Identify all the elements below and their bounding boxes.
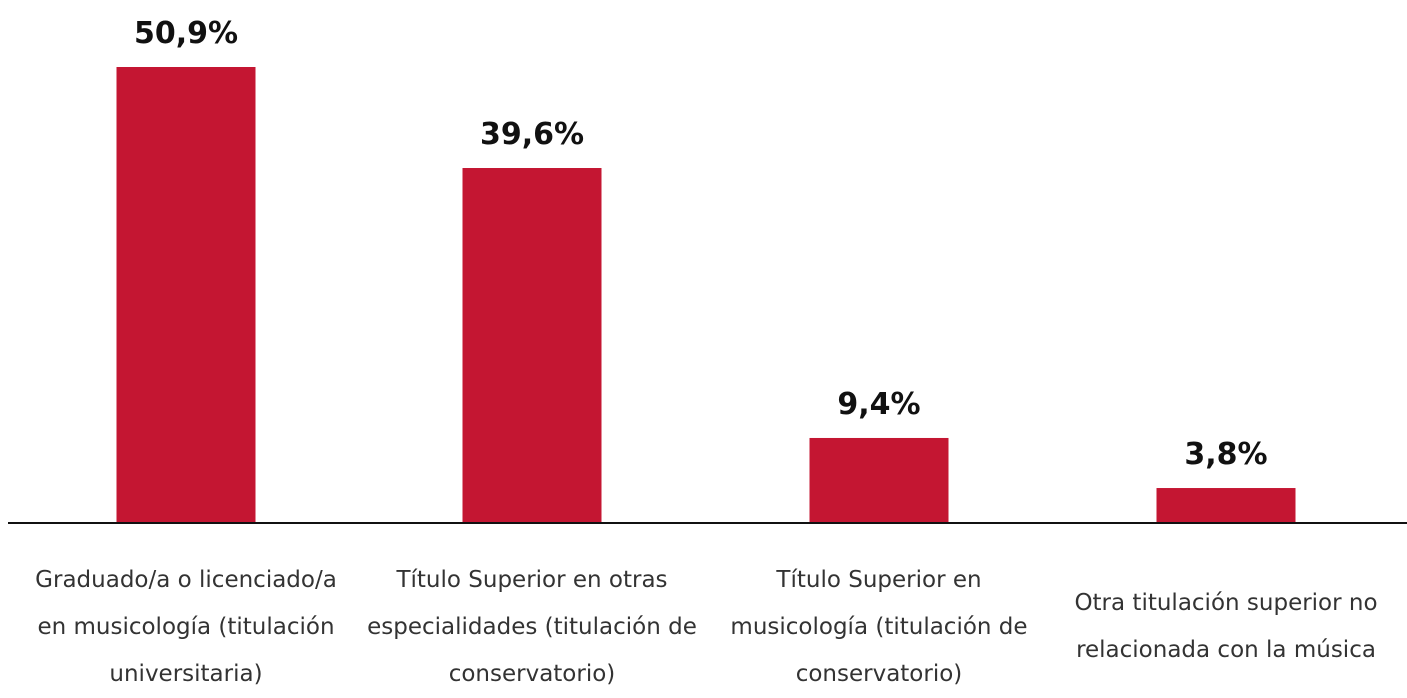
- category-label: Título Superior en otras especialidades …: [367, 566, 697, 687]
- value-label: 39,6%: [480, 117, 584, 152]
- value-label: 50,9%: [134, 16, 238, 51]
- bar: [809, 437, 949, 522]
- value-label: 9,4%: [837, 387, 920, 422]
- category-label: Graduado/a o licenciado/a en musicología…: [35, 566, 337, 687]
- bar: [1156, 488, 1296, 522]
- bar: [116, 67, 256, 522]
- category-label: Título Superior en musicología (titulaci…: [730, 566, 1028, 687]
- value-label: 3,8%: [1184, 437, 1267, 472]
- category-label: Otra titulación superior no relacionada …: [1074, 590, 1378, 663]
- bar: [462, 168, 602, 523]
